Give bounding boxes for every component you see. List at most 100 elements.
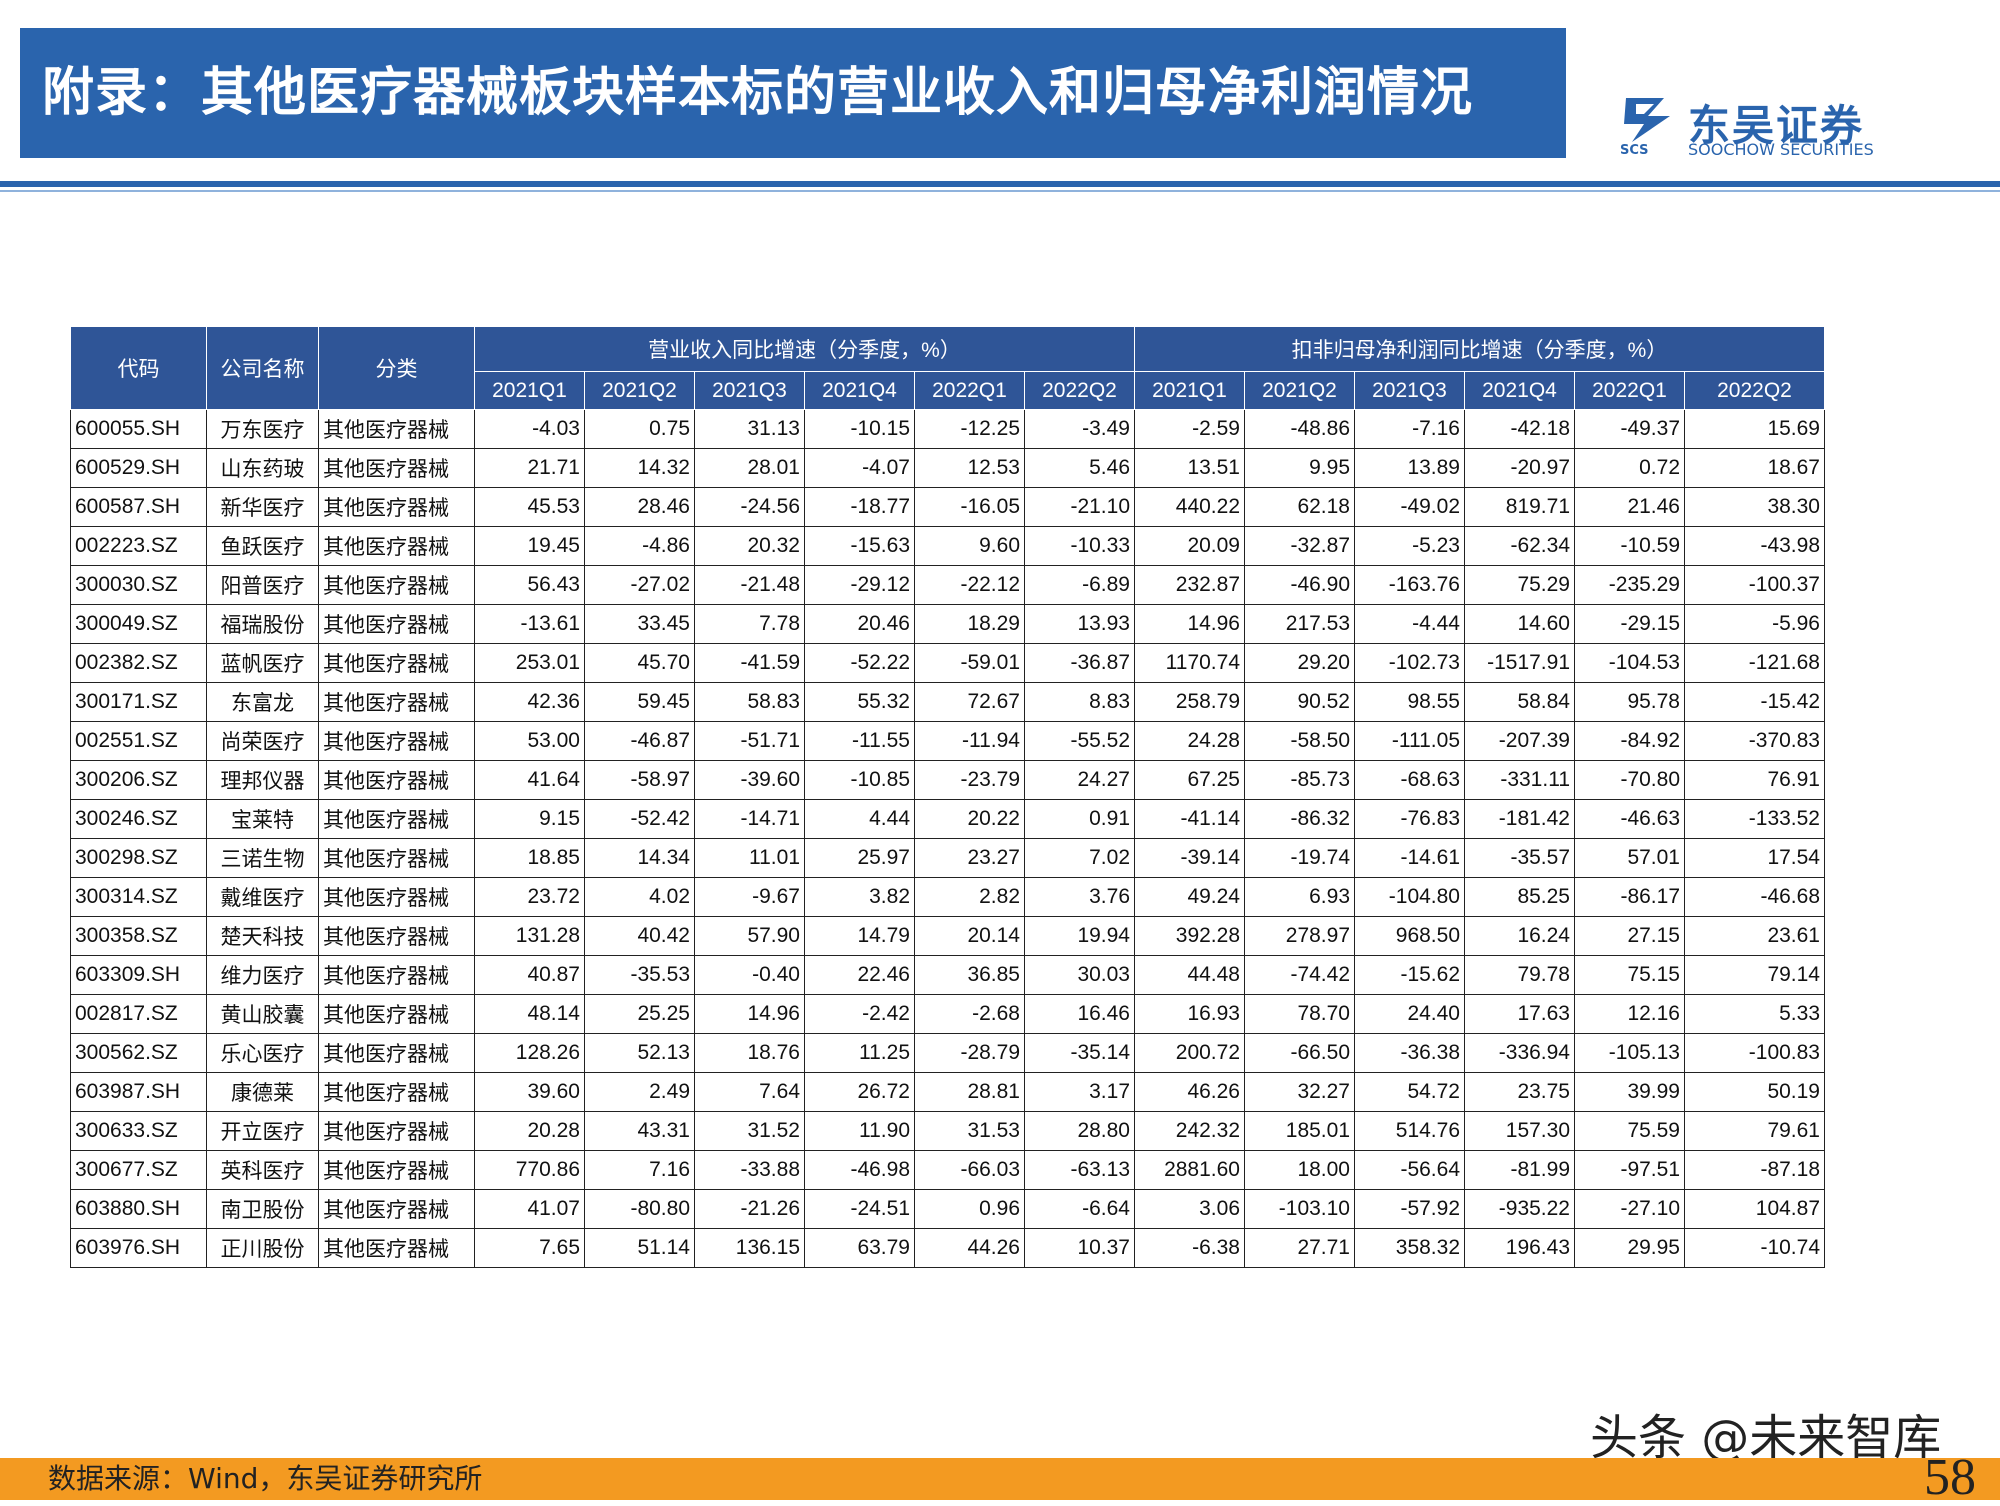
cell-revenue-growth: -28.79 [914, 1033, 1025, 1073]
cell-profit-growth: 58.84 [1464, 682, 1575, 722]
cell-profit-growth: 5.33 [1684, 994, 1825, 1034]
cell-revenue-growth: -0.40 [694, 955, 805, 995]
cell-code: 300030.SZ [70, 565, 207, 605]
cell-revenue-growth: 4.44 [804, 799, 915, 839]
cell-profit-growth: 27.71 [1244, 1228, 1355, 1268]
cell-profit-growth: 23.61 [1684, 916, 1825, 956]
cell-profit-growth: 67.25 [1134, 760, 1245, 800]
header-quarter: 2021Q1 [1134, 371, 1245, 410]
header-divider [0, 181, 2000, 187]
cell-profit-growth: -235.29 [1574, 565, 1685, 605]
cell-revenue-growth: 131.28 [474, 916, 585, 956]
cell-revenue-growth: -35.53 [584, 955, 695, 995]
cell-revenue-growth: -52.42 [584, 799, 695, 839]
table-row: 300030.SZ 阳普医疗 其他医疗器械 56.43 -27.02 -21.48 -29.… [70, 565, 1825, 605]
cell-revenue-growth: 21.71 [474, 448, 585, 488]
cell-code: 300358.SZ [70, 916, 207, 956]
cell-profit-growth: 16.93 [1134, 994, 1245, 1034]
cell-company-name: 维力医疗 [206, 955, 319, 995]
cell-profit-growth: 13.51 [1134, 448, 1245, 488]
cell-revenue-growth: -21.10 [1024, 487, 1135, 527]
cell-revenue-growth: 7.02 [1024, 838, 1135, 878]
cell-revenue-growth: -22.12 [914, 565, 1025, 605]
table-row: 300171.SZ 东富龙 其他医疗器械 42.36 59.45 58.83 55.32 72… [70, 682, 1825, 722]
cell-revenue-growth: 7.78 [694, 604, 805, 644]
cell-profit-growth: -46.90 [1244, 565, 1355, 605]
cell-revenue-growth: 59.45 [584, 682, 695, 722]
cell-code: 300298.SZ [70, 838, 207, 878]
table-row: 300314.SZ 戴维医疗 其他医疗器械 23.72 4.02 -9.67 3.82 2.8… [70, 877, 1825, 917]
cell-category: 其他医疗器械 [318, 448, 475, 488]
cell-revenue-growth: 63.79 [804, 1228, 915, 1268]
cell-revenue-growth: 28.46 [584, 487, 695, 527]
cell-profit-growth: 440.22 [1134, 487, 1245, 527]
cell-code: 300171.SZ [70, 682, 207, 722]
table-row: 600587.SH 新华医疗 其他医疗器械 45.53 28.46 -24.56 -18.7… [70, 487, 1825, 527]
cell-revenue-growth: -11.55 [804, 721, 915, 761]
cell-code: 300562.SZ [70, 1033, 207, 1073]
cell-revenue-growth: 33.45 [584, 604, 695, 644]
cell-revenue-growth: 8.83 [1024, 682, 1135, 722]
cell-company-name: 三诺生物 [206, 838, 319, 878]
cell-category: 其他医疗器械 [318, 1072, 475, 1112]
table-row: 002223.SZ 鱼跃医疗 其他医疗器械 19.45 -4.86 20.32 -15.63… [70, 526, 1825, 566]
cell-category: 其他医疗器械 [318, 565, 475, 605]
cell-revenue-growth: -29.12 [804, 565, 915, 605]
cell-revenue-growth: 22.46 [804, 955, 915, 995]
cell-revenue-growth: -15.63 [804, 526, 915, 566]
cell-revenue-growth: 31.13 [694, 409, 805, 449]
cell-company-name: 山东药玻 [206, 448, 319, 488]
cell-profit-growth: -49.02 [1354, 487, 1465, 527]
cell-profit-growth: 13.89 [1354, 448, 1465, 488]
scs-logo-icon [1624, 98, 1670, 142]
cell-revenue-growth: 48.14 [474, 994, 585, 1034]
cell-code: 300206.SZ [70, 760, 207, 800]
cell-revenue-growth: -24.51 [804, 1189, 915, 1229]
cell-revenue-growth: 72.67 [914, 682, 1025, 722]
cell-profit-growth: 242.32 [1134, 1111, 1245, 1151]
cell-revenue-growth: -10.85 [804, 760, 915, 800]
cell-revenue-growth: 57.90 [694, 916, 805, 956]
cell-profit-growth: -74.42 [1244, 955, 1355, 995]
cell-revenue-growth: -6.64 [1024, 1189, 1135, 1229]
page-title: 附录：其他医疗器械板块样本标的营业收入和归母净利润情况 [42, 63, 1474, 123]
cell-revenue-growth: 20.46 [804, 604, 915, 644]
cell-profit-growth: -97.51 [1574, 1150, 1685, 1190]
cell-profit-growth: 232.87 [1134, 565, 1245, 605]
cell-revenue-growth: 24.27 [1024, 760, 1135, 800]
cell-profit-growth: -102.73 [1354, 643, 1465, 683]
cell-revenue-growth: 7.16 [584, 1150, 695, 1190]
cell-revenue-growth: -46.98 [804, 1150, 915, 1190]
cell-revenue-growth: 23.27 [914, 838, 1025, 878]
cell-profit-growth: 278.97 [1244, 916, 1355, 956]
cell-code: 603309.SH [70, 955, 207, 995]
cell-revenue-growth: 5.46 [1024, 448, 1135, 488]
cell-profit-growth: -19.74 [1244, 838, 1355, 878]
cell-revenue-growth: 18.76 [694, 1033, 805, 1073]
cell-profit-growth: 29.20 [1244, 643, 1355, 683]
cell-profit-growth: 95.78 [1574, 682, 1685, 722]
cell-revenue-growth: 43.31 [584, 1111, 695, 1151]
cell-category: 其他医疗器械 [318, 877, 475, 917]
cell-revenue-growth: 7.65 [474, 1228, 585, 1268]
cell-revenue-growth: -3.49 [1024, 409, 1135, 449]
cell-profit-growth: -32.87 [1244, 526, 1355, 566]
cell-code: 002817.SZ [70, 994, 207, 1034]
cell-revenue-growth: 7.64 [694, 1072, 805, 1112]
cell-revenue-growth: 56.43 [474, 565, 585, 605]
table-row: 300049.SZ 福瑞股份 其他医疗器械 -13.61 33.45 7.78 20.46 1… [70, 604, 1825, 644]
cell-revenue-growth: -46.87 [584, 721, 695, 761]
cell-profit-growth: 78.70 [1244, 994, 1355, 1034]
cell-profit-growth: 46.26 [1134, 1072, 1245, 1112]
header-quarter: 2022Q1 [914, 371, 1025, 410]
cell-profit-growth: 18.67 [1684, 448, 1825, 488]
title-banner: 附录：其他医疗器械板块样本标的营业收入和归母净利润情况 [20, 28, 1566, 158]
cell-profit-growth: -27.10 [1574, 1189, 1685, 1229]
cell-revenue-growth: -27.02 [584, 565, 695, 605]
cell-revenue-growth: 19.45 [474, 526, 585, 566]
cell-profit-growth: -5.96 [1684, 604, 1825, 644]
cell-revenue-growth: 11.90 [804, 1111, 915, 1151]
cell-profit-growth: -29.15 [1574, 604, 1685, 644]
cell-revenue-growth: 30.03 [1024, 955, 1135, 995]
cell-profit-growth: -331.11 [1464, 760, 1575, 800]
